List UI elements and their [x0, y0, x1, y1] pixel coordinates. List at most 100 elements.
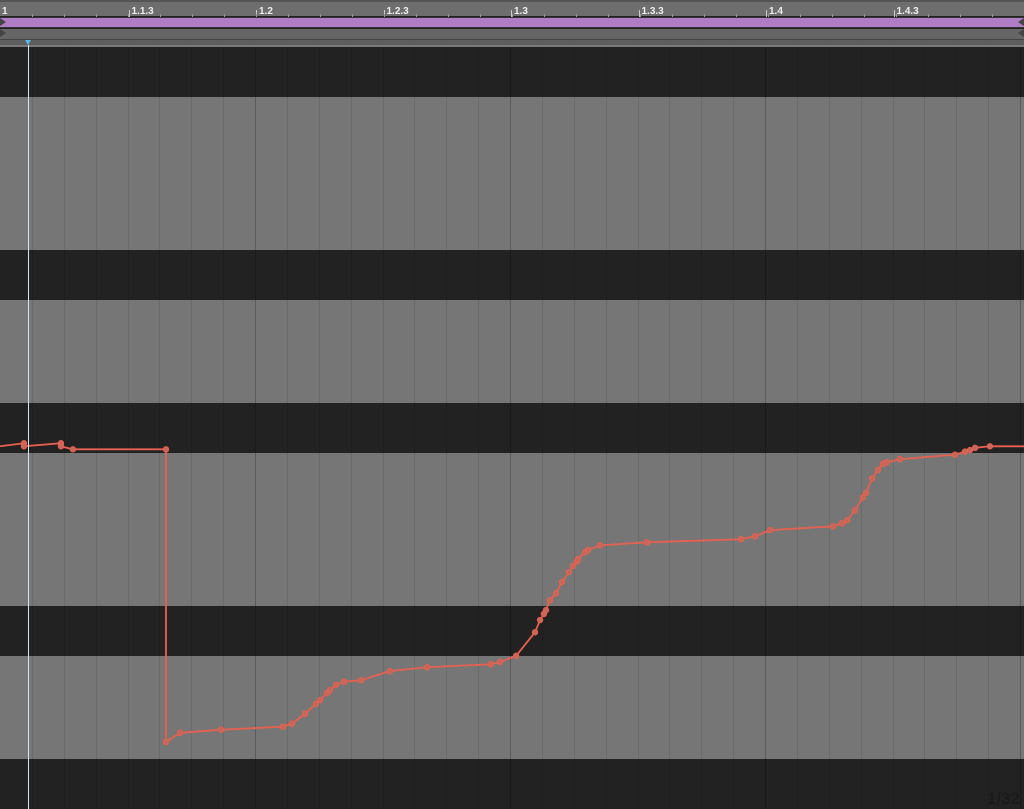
envelope-breakpoint[interactable]: [162, 738, 170, 746]
envelope-breakpoint[interactable]: [386, 667, 394, 675]
light-band: [0, 300, 1024, 403]
envelope-breakpoint[interactable]: [536, 616, 544, 624]
envelope-breakpoint[interactable]: [332, 681, 340, 688]
envelope-breakpoint[interactable]: [971, 444, 979, 452]
ruler-subtick: [640, 14, 641, 17]
ruler-subtick: [768, 14, 769, 17]
ruler-subtick: [928, 14, 929, 17]
envelope-breakpoint[interactable]: [542, 606, 550, 614]
ruler-subtick: [128, 14, 129, 17]
envelope-breakpoint[interactable]: [737, 536, 745, 543]
envelope-breakpoint[interactable]: [829, 523, 837, 530]
ruler-tick-label: 1.3: [511, 6, 528, 17]
envelope-breakpoint[interactable]: [896, 456, 904, 463]
ruler-tick-label: 1.2: [256, 6, 273, 17]
envelope-breakpoint[interactable]: [288, 720, 296, 727]
ruler-subtick: [288, 14, 289, 17]
envelope-breakpoint[interactable]: [751, 533, 759, 540]
envelope-breakpoint[interactable]: [951, 451, 959, 458]
envelope-breakpoint[interactable]: [843, 517, 851, 524]
playhead-marker-icon[interactable]: [25, 40, 31, 45]
ruler-subtick: [864, 14, 865, 17]
ruler-subtick: [224, 14, 225, 17]
ruler-subtick: [576, 14, 577, 17]
ruler-subtick: [352, 14, 353, 17]
envelope-breakpoint[interactable]: [57, 443, 65, 450]
envelope-breakpoint[interactable]: [574, 555, 582, 563]
envelope-breakpoint[interactable]: [487, 661, 495, 668]
loop-end-handle-icon[interactable]: [1018, 18, 1024, 26]
envelope-breakpoint[interactable]: [986, 443, 994, 450]
envelope-breakpoint[interactable]: [546, 597, 554, 604]
envelope-breakpoint[interactable]: [20, 443, 28, 450]
ruler-subtick: [96, 14, 97, 17]
ruler-tick-label: 1: [0, 6, 8, 17]
envelope-breakpoint[interactable]: [552, 590, 560, 597]
envelope-breakpoint[interactable]: [883, 459, 891, 466]
ruler-subtick: [896, 14, 897, 17]
ruler-tick-label: 1.1.3: [128, 6, 154, 17]
ruler-subtick: [480, 14, 481, 17]
envelope-breakpoint[interactable]: [162, 446, 170, 453]
loop-start-handle-icon[interactable]: [0, 18, 6, 26]
envelope-breakpoint[interactable]: [569, 562, 577, 570]
envelope-breakpoint[interactable]: [279, 723, 287, 730]
light-band: [0, 97, 1024, 250]
envelope-breakpoint[interactable]: [312, 700, 320, 708]
envelope-breakpoint[interactable]: [531, 629, 539, 636]
envelope-breakpoint[interactable]: [584, 546, 592, 554]
ruler-subtick: [320, 14, 321, 17]
start-marker-icon[interactable]: [0, 29, 6, 37]
ruler-tick-label: 1.4.3: [893, 6, 919, 17]
timeline-ruler[interactable]: 1 1.1.3 1.2 1.2.3 1.3 1.3.3 1.4 1.4.3: [0, 0, 1024, 17]
ruler-subtick: [384, 14, 385, 17]
envelope-breakpoint[interactable]: [838, 520, 846, 527]
envelope-breakpoint[interactable]: [859, 494, 867, 501]
dark-band: [0, 250, 1024, 300]
envelope-breakpoint[interactable]: [868, 475, 876, 482]
envelope-breakpoint[interactable]: [862, 489, 870, 496]
envelope-breakpoint[interactable]: [966, 446, 974, 454]
envelope-breakpoint[interactable]: [874, 466, 882, 474]
light-band: [0, 656, 1024, 759]
envelope-breakpoint[interactable]: [340, 678, 348, 685]
ruler-subtick: [64, 14, 65, 17]
dark-band: [0, 47, 1024, 97]
light-band: [0, 453, 1024, 606]
ruler-subtick: [512, 14, 513, 17]
envelope-breakpoint[interactable]: [851, 507, 859, 514]
envelope-breakpoint[interactable]: [423, 664, 431, 671]
ruler-subtick: [160, 14, 161, 17]
envelope-breakpoint[interactable]: [596, 542, 604, 549]
envelope-breakpoint[interactable]: [301, 710, 309, 717]
ruler-subtick: [832, 14, 833, 17]
ruler-subtick: [992, 14, 993, 17]
playhead-line: [28, 45, 29, 809]
end-marker-icon[interactable]: [1018, 29, 1024, 37]
ruler-subtick: [736, 14, 737, 17]
ruler-tick-label: 1.4: [766, 6, 783, 17]
envelope-breakpoint[interactable]: [961, 448, 969, 455]
envelope-editor[interactable]: [0, 47, 1024, 809]
ruler-subtick: [192, 14, 193, 17]
start-end-markers-strip[interactable]: [0, 29, 1024, 40]
envelope-breakpoint[interactable]: [558, 578, 566, 586]
envelope-breakpoint[interactable]: [643, 539, 651, 546]
envelope-breakpoint[interactable]: [766, 526, 774, 534]
scrub-area[interactable]: [0, 40, 1024, 47]
envelope-breakpoint[interactable]: [316, 696, 324, 704]
envelope-breakpoint[interactable]: [565, 568, 573, 576]
ruler-subtick: [416, 14, 417, 17]
envelope-breakpoint[interactable]: [176, 729, 184, 737]
loop-brace[interactable]: [0, 17, 1024, 28]
envelope-breakpoint[interactable]: [357, 677, 365, 684]
envelope-breakpoint[interactable]: [496, 658, 504, 666]
ruler-subtick: [256, 14, 257, 17]
envelope-breakpoint[interactable]: [217, 726, 225, 733]
grid-size-label[interactable]: 1/32: [986, 789, 1020, 808]
dark-band: [0, 606, 1024, 656]
envelope-breakpoint[interactable]: [512, 652, 520, 660]
envelope-breakpoint[interactable]: [69, 446, 77, 453]
envelope-breakpoint[interactable]: [326, 686, 334, 694]
ruler-subtick: [672, 14, 673, 17]
